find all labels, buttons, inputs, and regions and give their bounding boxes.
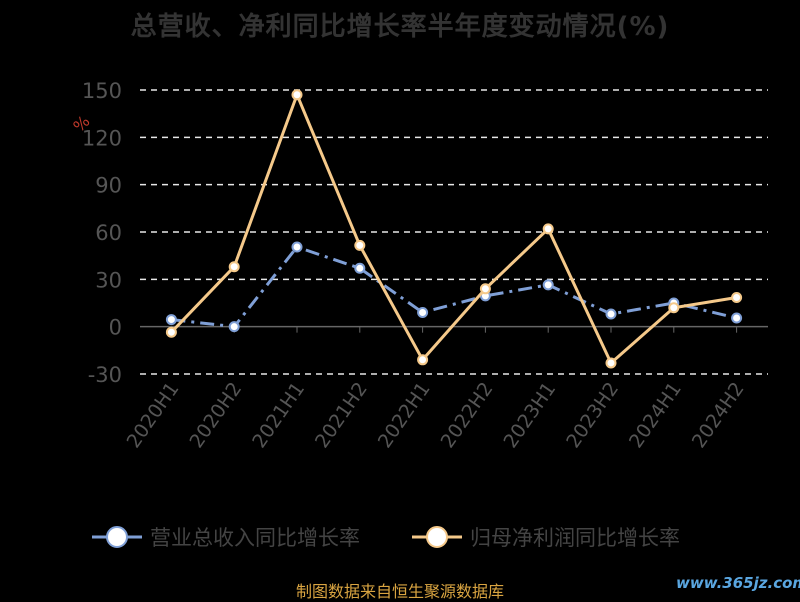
data-point-1 xyxy=(165,326,177,338)
legend-marker-profit xyxy=(412,526,462,548)
x-tick-label: 2022H1 xyxy=(374,378,435,452)
data-source-note: 制图数据来自恒生聚源数据库 xyxy=(295,582,504,601)
data-point-1 xyxy=(291,89,303,101)
data-point-0 xyxy=(417,306,429,318)
data-point-0 xyxy=(291,241,303,253)
legend-label-profit: 归母净利润同比增长率 xyxy=(470,526,680,550)
legend-item-revenue[interactable]: 营业总收入同比增长率 xyxy=(92,522,360,552)
x-tick-label: 2024H2 xyxy=(688,378,749,452)
data-point-0 xyxy=(165,314,177,326)
data-point-1 xyxy=(228,261,240,273)
grid-lines xyxy=(140,89,768,375)
x-tick-label: 2022H2 xyxy=(437,378,498,452)
chart-title: 总营收、净利同比增长率半年度变动情况(%) xyxy=(130,12,670,42)
y-tick-label: 60 xyxy=(95,221,122,245)
y-tick-label: 120 xyxy=(82,126,122,150)
y-tick-label: 150 xyxy=(82,79,122,103)
series-line-0 xyxy=(171,245,737,329)
series-layer xyxy=(165,89,743,369)
legend-item-profit[interactable]: 归母净利润同比增长率 xyxy=(412,522,680,552)
data-point-1 xyxy=(542,223,554,235)
data-point-0 xyxy=(542,279,554,291)
y-tick-label: 30 xyxy=(95,268,122,292)
y-tick-label: 0 xyxy=(109,316,122,340)
x-tick-label: 2023H1 xyxy=(499,378,560,452)
legend-marker-revenue xyxy=(92,526,142,548)
x-tick-label: 2024H1 xyxy=(625,378,686,452)
x-tick-label: 2023H2 xyxy=(562,378,623,452)
data-point-1 xyxy=(417,354,429,366)
data-point-0 xyxy=(731,312,743,324)
data-point-0 xyxy=(228,321,240,333)
x-tick-label: 2020H2 xyxy=(185,378,246,452)
legend-label-revenue: 营业总收入同比增长率 xyxy=(150,526,360,550)
x-tick-label: 2021H1 xyxy=(248,378,309,452)
series-line-1 xyxy=(170,93,737,365)
data-point-1 xyxy=(668,302,680,314)
y-tick-label: 90 xyxy=(95,174,122,198)
data-point-1 xyxy=(479,283,491,295)
x-tick-label: 2020H1 xyxy=(123,378,184,452)
x-tick-label: 2021H2 xyxy=(311,378,372,452)
data-point-1 xyxy=(605,357,617,369)
data-point-0 xyxy=(354,262,366,274)
y-tick-label: -30 xyxy=(88,363,122,387)
watermark: www.365jz.com xyxy=(676,574,800,592)
data-point-1 xyxy=(731,291,743,303)
data-point-0 xyxy=(605,308,617,320)
x-axis: 2020H1 2020H2 2021H1 2021H2 2022H1 2022H2 2023… xyxy=(123,325,768,452)
data-point-1 xyxy=(354,239,366,251)
